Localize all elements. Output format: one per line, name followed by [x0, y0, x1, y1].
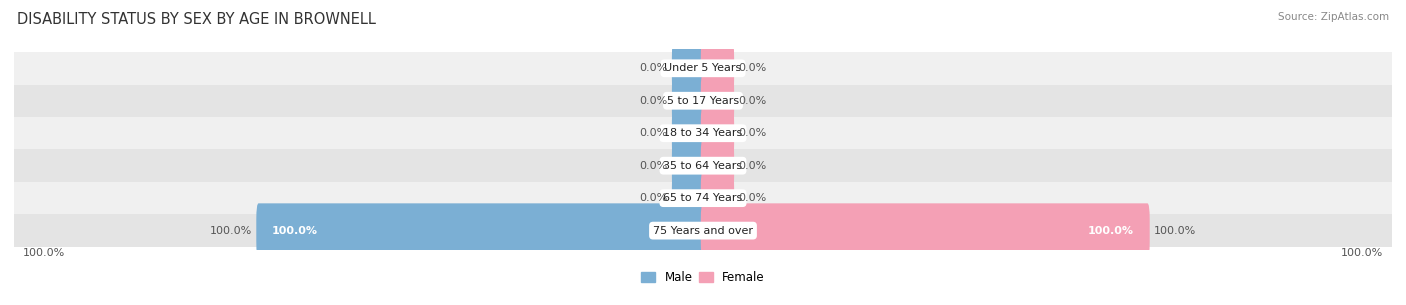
FancyBboxPatch shape — [700, 41, 734, 95]
Text: 0.0%: 0.0% — [738, 193, 766, 203]
FancyBboxPatch shape — [672, 171, 706, 225]
Bar — [14, 52, 1392, 84]
Bar — [14, 214, 1392, 247]
Text: 35 to 64 Years: 35 to 64 Years — [664, 161, 742, 171]
Text: 0.0%: 0.0% — [738, 63, 766, 73]
FancyBboxPatch shape — [672, 41, 706, 95]
Text: DISABILITY STATUS BY SEX BY AGE IN BROWNELL: DISABILITY STATUS BY SEX BY AGE IN BROWN… — [17, 12, 375, 27]
Text: 100.0%: 100.0% — [209, 226, 252, 236]
Legend: Male, Female: Male, Female — [637, 266, 769, 289]
Text: 0.0%: 0.0% — [738, 128, 766, 138]
FancyBboxPatch shape — [700, 203, 1150, 258]
Text: 0.0%: 0.0% — [640, 96, 668, 106]
Text: 75 Years and over: 75 Years and over — [652, 226, 754, 236]
FancyBboxPatch shape — [672, 106, 706, 160]
Bar — [14, 117, 1392, 149]
Text: 0.0%: 0.0% — [640, 193, 668, 203]
FancyBboxPatch shape — [700, 74, 734, 128]
Text: Under 5 Years: Under 5 Years — [665, 63, 741, 73]
Text: 0.0%: 0.0% — [640, 161, 668, 171]
Bar — [14, 182, 1392, 214]
Text: 0.0%: 0.0% — [738, 161, 766, 171]
FancyBboxPatch shape — [672, 74, 706, 128]
Text: 5 to 17 Years: 5 to 17 Years — [666, 96, 740, 106]
Text: Source: ZipAtlas.com: Source: ZipAtlas.com — [1278, 12, 1389, 22]
FancyBboxPatch shape — [672, 138, 706, 193]
Text: 0.0%: 0.0% — [640, 128, 668, 138]
Text: 65 to 74 Years: 65 to 74 Years — [664, 193, 742, 203]
Text: 0.0%: 0.0% — [738, 96, 766, 106]
Text: 100.0%: 100.0% — [1154, 226, 1197, 236]
Text: 100.0%: 100.0% — [1341, 249, 1384, 258]
FancyBboxPatch shape — [700, 106, 734, 160]
Bar — [14, 149, 1392, 182]
FancyBboxPatch shape — [700, 138, 734, 193]
Text: 100.0%: 100.0% — [1088, 226, 1135, 236]
Text: 0.0%: 0.0% — [640, 63, 668, 73]
Text: 100.0%: 100.0% — [22, 249, 65, 258]
Text: 18 to 34 Years: 18 to 34 Years — [664, 128, 742, 138]
Bar — [14, 84, 1392, 117]
Text: 100.0%: 100.0% — [271, 226, 318, 236]
FancyBboxPatch shape — [700, 171, 734, 225]
FancyBboxPatch shape — [256, 203, 706, 258]
